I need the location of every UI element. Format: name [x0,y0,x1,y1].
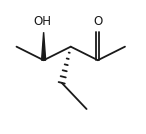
Polygon shape [42,32,46,60]
Text: OH: OH [34,15,52,28]
Text: O: O [93,15,102,28]
